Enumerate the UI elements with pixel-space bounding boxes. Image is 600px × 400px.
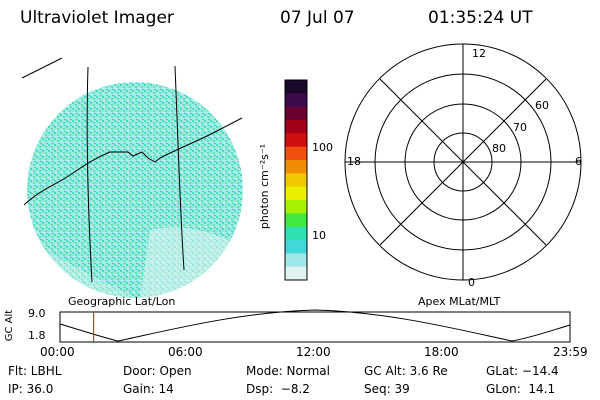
colorbar-tick-10: 10 xyxy=(312,229,326,242)
info-gain: Gain: 14 xyxy=(123,382,174,396)
meridian-line xyxy=(86,66,93,283)
map-overlay xyxy=(21,57,243,283)
colorbar-band xyxy=(285,93,307,108)
info-gc-alt: GC Alt: 3.6 Re xyxy=(364,364,448,378)
time-tick-2359: 23:59 xyxy=(553,345,588,359)
colorbar-band xyxy=(285,240,307,254)
info-dsp: Dsp: −8.2 xyxy=(246,382,310,396)
colorbar-band xyxy=(285,133,307,148)
gcalt-y-bottom: 1.8 xyxy=(28,329,46,342)
date-label: 07 Jul 07 xyxy=(280,8,355,28)
apex-label: Apex MLat/MLT xyxy=(418,295,501,308)
colorbar-tick-100: 100 xyxy=(312,141,333,154)
gcalt-frame xyxy=(59,311,571,343)
time-tick-0000: 00:00 xyxy=(40,345,75,359)
time-label: 01:35:24 UT xyxy=(428,8,533,28)
colorbar xyxy=(285,80,307,281)
info-door: Door: Open xyxy=(123,364,192,378)
colorbar-band xyxy=(285,186,307,201)
info-seq: Seq: 39 xyxy=(364,382,410,396)
geo-label: Geographic Lat/Lon xyxy=(68,295,176,308)
mlt-label-12: 12 xyxy=(472,47,486,60)
colorbar-band xyxy=(285,160,307,174)
instrument-title: Ultraviolet Imager xyxy=(20,8,174,28)
colorbar-band xyxy=(285,146,307,161)
info-mode: Mode: Normal xyxy=(246,364,330,378)
mlt-label-0: 0 xyxy=(468,276,475,289)
mlt-label-6: 6 xyxy=(575,155,582,168)
mlt-label-18: 18 xyxy=(347,155,361,168)
colorbar-band xyxy=(285,213,307,228)
coastline xyxy=(23,117,243,206)
gcalt-axis-label: GC Alt xyxy=(4,309,16,342)
gcalt-y-top: 9.0 xyxy=(28,307,46,320)
mlat-label-80: 80 xyxy=(492,142,506,155)
colorbar-band xyxy=(285,266,307,281)
time-tick-1200: 12:00 xyxy=(296,345,331,359)
coastline-fragment xyxy=(21,57,63,79)
colorbar-band xyxy=(285,120,307,134)
meridian-line xyxy=(174,65,185,271)
mlat-label-70: 70 xyxy=(513,121,527,134)
time-tick-1800: 18:00 xyxy=(424,345,459,359)
gcalt-curve xyxy=(59,309,571,342)
colorbar-band xyxy=(285,226,307,241)
time-tick-0600: 06:00 xyxy=(168,345,203,359)
info-filter: Flt: LBHL xyxy=(8,364,62,378)
colorbar-band xyxy=(285,200,307,214)
polar-grid xyxy=(344,43,582,281)
uv-image xyxy=(27,82,243,298)
info-glat: GLat: −14.4 xyxy=(486,364,559,378)
colorbar-unit-label: photon cm⁻²s⁻¹ xyxy=(258,143,272,230)
colorbar-band xyxy=(285,173,307,188)
colorbar-band xyxy=(285,80,307,94)
info-glon: GLon: 14.1 xyxy=(486,382,556,396)
mlat-label-60: 60 xyxy=(535,99,549,112)
colorbar-band xyxy=(285,253,307,268)
colorbar-band xyxy=(285,106,307,121)
info-ip: IP: 36.0 xyxy=(8,382,54,396)
